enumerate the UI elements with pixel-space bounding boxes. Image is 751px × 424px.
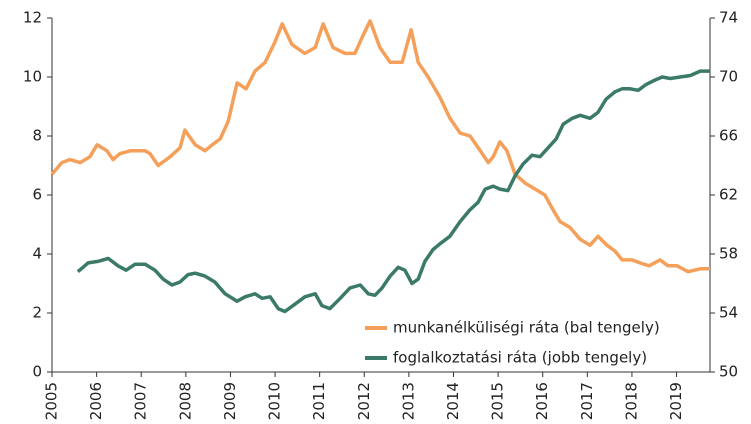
series-line xyxy=(50,19,710,274)
y2-tick-label: 66 xyxy=(719,127,738,145)
x-tick-label: 2019 xyxy=(667,382,685,420)
x-tick-label: 2008 xyxy=(176,382,194,420)
x-tick-label: 2015 xyxy=(489,382,507,420)
y-tick-label: 10 xyxy=(23,68,42,86)
x-tick-label: 2010 xyxy=(266,382,284,420)
y-tick-label: 2 xyxy=(32,304,42,322)
x-tick-label: 2016 xyxy=(533,382,551,420)
y2-tick-label: 58 xyxy=(719,245,738,263)
x-tick-label: 2018 xyxy=(622,382,640,420)
legend-label: munkanélküliségi ráta (bal tengely) xyxy=(393,319,660,337)
x-tick-label: 2013 xyxy=(399,382,417,420)
series-line xyxy=(76,69,710,314)
x-tick-label: 2005 xyxy=(43,382,61,420)
y2-tick-label: 50 xyxy=(719,363,738,381)
y-tick-label: 8 xyxy=(32,127,42,145)
y-tick-label: 6 xyxy=(32,186,42,204)
x-tick-label: 2011 xyxy=(310,382,328,420)
x-tick-label: 2006 xyxy=(87,382,105,420)
legend-label: foglalkoztatási ráta (jobb tengely) xyxy=(393,349,647,367)
x-tick-label: 2007 xyxy=(132,382,150,420)
y2-tick-label: 54 xyxy=(719,304,738,322)
y-tick-label: 0 xyxy=(32,363,42,381)
y2-tick-label: 70 xyxy=(719,68,738,86)
y-tick-label: 4 xyxy=(32,245,42,263)
y2-tick-label: 74 xyxy=(719,9,738,27)
x-tick-label: 2014 xyxy=(444,382,462,420)
x-tick-label: 2009 xyxy=(221,382,239,420)
x-tick-label: 2017 xyxy=(578,382,596,420)
y-tick-label: 12 xyxy=(23,9,42,27)
x-tick-label: 2012 xyxy=(355,382,373,420)
y2-tick-label: 62 xyxy=(719,186,738,204)
